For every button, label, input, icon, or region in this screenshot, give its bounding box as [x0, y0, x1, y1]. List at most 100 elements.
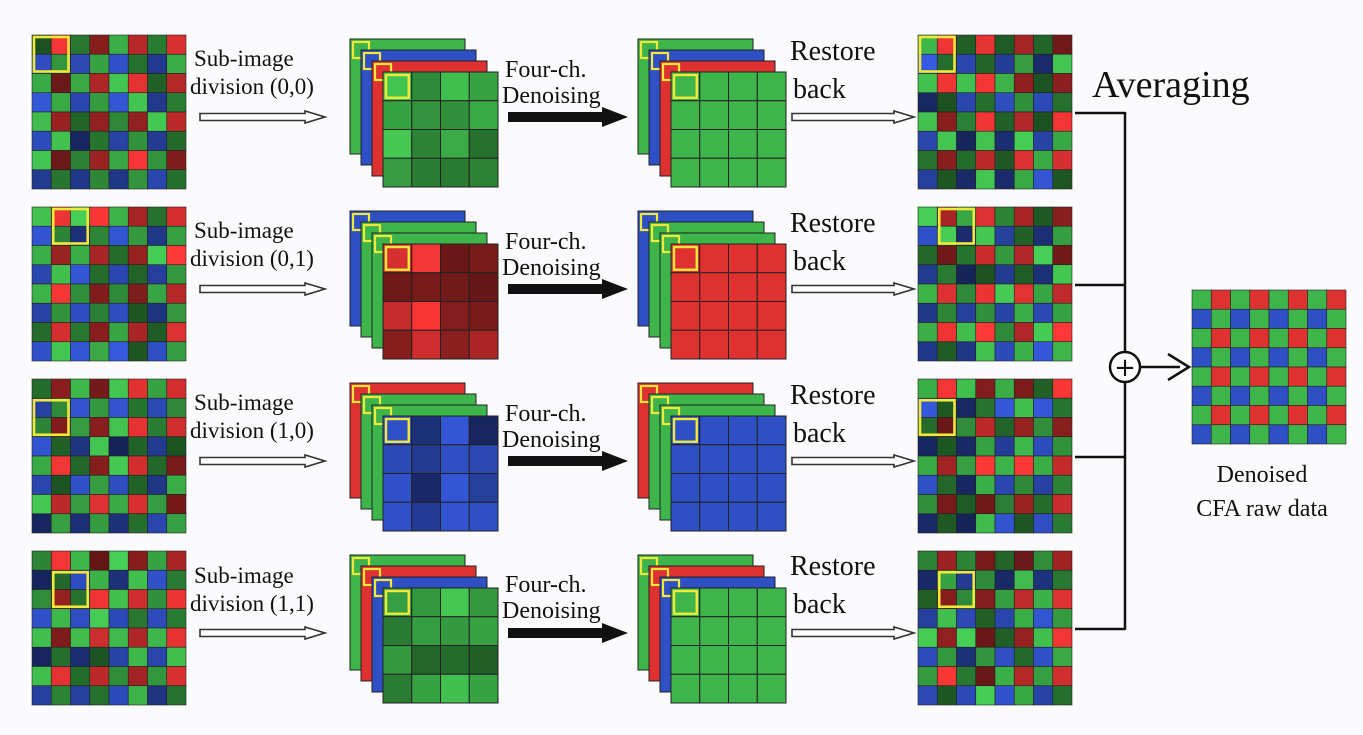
noisy-1-cell: [31, 206, 52, 227]
noisy-0-cell: [31, 111, 52, 132]
division-label-2: division (1,0): [190, 418, 314, 443]
noisy-2-cell: [70, 455, 91, 476]
noisy-0-cell: [127, 111, 148, 132]
noisy-2-cell: [70, 397, 91, 418]
restored-1-cell: [1013, 206, 1034, 227]
restore-label-3: Restore: [790, 551, 876, 582]
dstack-1-front-cell: [728, 301, 758, 331]
restored-0-cell: [917, 92, 938, 113]
noisy-2-cell: [89, 494, 110, 515]
noisy-0-cell: [108, 169, 129, 190]
restored-3-cell: [936, 646, 957, 667]
noisy-3-cell: [89, 589, 110, 610]
output-cell: [1230, 289, 1251, 310]
restored-1-cell: [917, 264, 938, 285]
noisy-0-cell: [108, 92, 129, 113]
restored-1-cell: [1013, 264, 1034, 285]
restored-0-cell: [1052, 111, 1073, 132]
restored-0-cell: [936, 150, 957, 171]
noisy-0-cell: [50, 150, 71, 171]
subimage-label-2: Sub-image: [194, 390, 294, 415]
stack-0-front-cell: [382, 129, 413, 159]
dstack-1-front-cell: [670, 243, 701, 274]
solid-arrow-denoise-0: [508, 107, 628, 127]
restored-0-cell: [1033, 130, 1054, 151]
dstack-2-front-cell: [670, 415, 701, 446]
restored-3-cell: [975, 608, 996, 629]
four-ch-label-3: Four-ch.: [505, 572, 587, 598]
restored-2-cell: [994, 397, 1015, 418]
restored-0-cell: [956, 34, 977, 55]
noisy-3-cell: [166, 550, 187, 571]
noisy-0-cell: [166, 92, 187, 113]
noisy-3-cell: [50, 550, 71, 571]
stack-3-front-cell: [382, 616, 413, 646]
restored-3-cell: [1013, 685, 1034, 706]
dstack-0-front-cell: [756, 71, 787, 102]
noisy-2-cell: [147, 455, 168, 476]
noisy-2-cell: [108, 378, 129, 399]
noisy-0-cell: [147, 34, 168, 55]
stack-3-front-cell: [382, 645, 413, 675]
restored-3-cell: [994, 627, 1015, 648]
restored-2-cell: [975, 494, 996, 515]
noisy-0-cell: [166, 169, 187, 190]
noisy-2-cell: [50, 474, 71, 495]
noisy-1-cell: [166, 283, 187, 304]
stack-3-front-cell: [411, 645, 441, 675]
output-cell: [1191, 366, 1212, 387]
noisy-1-cell: [89, 225, 110, 246]
restored-2-cell: [1033, 397, 1054, 418]
noisy-highlight-2: [32, 398, 70, 437]
restored-1-cell: [1013, 225, 1034, 246]
restored-1-cell: [975, 322, 996, 343]
restored-0-cell: [917, 73, 938, 94]
restored-2-cell: [1052, 436, 1073, 457]
dstack-2-front-cell: [728, 444, 758, 474]
restored-2-cell: [1033, 455, 1054, 476]
restored-2-cell: [975, 474, 996, 495]
dstack-1-front-cell: [670, 301, 701, 331]
restored-0-cell: [936, 73, 957, 94]
restored-0-cell: [917, 111, 938, 132]
output-cell: [1268, 308, 1289, 329]
subimage-stack-1: [349, 210, 499, 360]
dstack-0-front-cell: [670, 129, 701, 159]
noisy-3-cell: [31, 666, 52, 687]
restored-1-cell: [956, 322, 977, 343]
stack-1-front-cell: [411, 329, 441, 360]
noisy-2-cell: [89, 436, 110, 457]
restored-2-cell: [975, 378, 996, 399]
noisy-1-cell: [166, 341, 187, 362]
denoised-cfa-output-image: [1191, 289, 1347, 445]
restored-3-cell: [956, 550, 977, 571]
noisy-3-cell: [127, 627, 148, 648]
noisy-0-cell: [147, 111, 168, 132]
noisy-2-cell: [70, 417, 91, 438]
restored-0-cell: [1052, 169, 1073, 190]
restored-1-cell: [936, 322, 957, 343]
restored-1-cell: [1052, 245, 1073, 266]
restored-1-cell: [1033, 206, 1054, 227]
stack-2-front-cell: [468, 415, 499, 446]
noisy-2-cell: [89, 455, 110, 476]
restored-0-cell: [917, 169, 938, 190]
four-ch-label-1: Four-ch.: [505, 229, 587, 255]
restored-0-cell: [1013, 53, 1034, 74]
restored-0-cell: [1013, 150, 1034, 171]
restored-2-cell: [975, 417, 996, 438]
averaging-connector: +: [1075, 111, 1192, 631]
noisy-0-cell: [166, 34, 187, 55]
stack-1-front-cell: [411, 243, 441, 274]
restored-2-cell: [994, 513, 1015, 534]
restored-1-cell: [994, 341, 1015, 362]
dstack-3-front-cell: [756, 645, 787, 675]
denoised-stack-0: [637, 38, 787, 188]
restored-0-cell: [994, 150, 1015, 171]
restored-1-cell: [956, 283, 977, 304]
restored-2-cell: [1013, 474, 1034, 495]
output-cell: [1210, 308, 1231, 329]
restored-2-cell: [936, 436, 957, 457]
output-cell: [1191, 308, 1212, 329]
